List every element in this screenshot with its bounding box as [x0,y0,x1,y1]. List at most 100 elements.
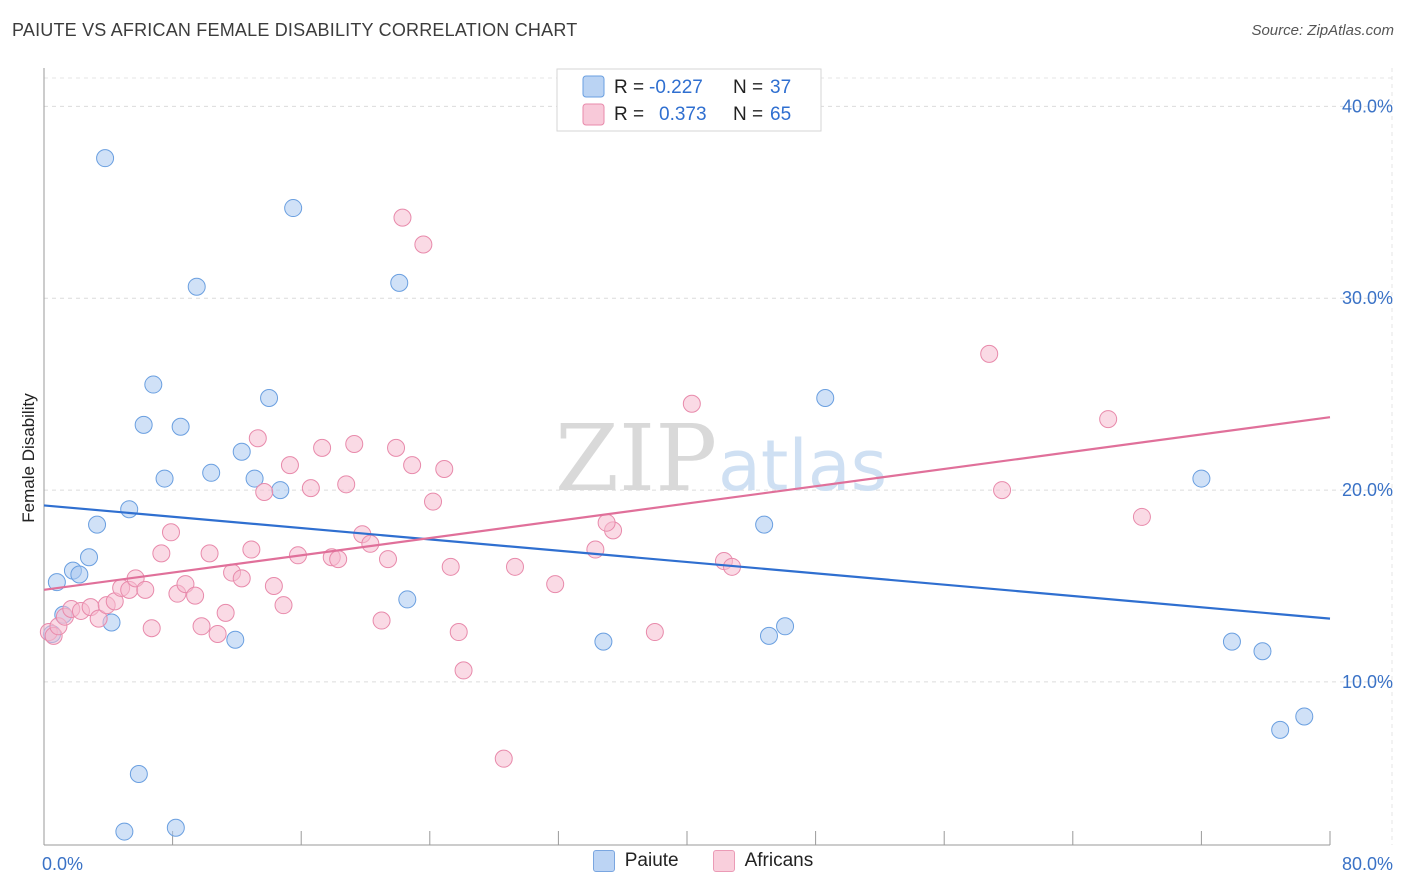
data-point-paiute [232,442,251,461]
data-point-africans [393,208,412,227]
source-credit: Source: ZipAtlas.com [1251,22,1394,39]
data-point-africans [136,580,155,599]
data-point-africans [142,619,161,638]
data-point-africans [441,557,460,576]
data-point-africans [435,459,454,478]
data-point-paiute [245,469,264,488]
data-point-africans [645,623,664,642]
data-point-africans [682,394,701,413]
legend-n-value-paiute: 37 [770,77,791,98]
data-point-paiute [271,481,290,500]
data-point-africans [980,344,999,363]
data-point-africans [329,550,348,569]
axes [43,68,1331,846]
data-point-paiute [96,149,115,168]
data-point-africans [274,596,293,615]
data-point-paiute [390,273,409,292]
watermark-zip: ZIP [555,405,717,512]
legend-swatch-paiute [592,850,615,872]
data-point-paiute [1295,707,1314,726]
data-point-africans [192,617,211,636]
y-axis-label: Female Disability [19,393,38,523]
data-point-africans [248,429,267,448]
data-point-paiute [129,765,148,784]
chart-title: PAIUTE VS AFRICAN FEMALE DISABILITY CORR… [12,20,578,40]
watermark: ZIP atlas [555,405,887,512]
data-point-africans [313,438,332,457]
data-point-paiute [166,818,185,837]
legend-label-paiute: Paiute [624,850,679,871]
data-point-paiute [1271,720,1290,739]
legend-r-label-africans: R = [614,104,644,125]
data-point-paiute [70,565,89,584]
legend-r-value-africans: 0.373 [659,104,707,125]
data-point-africans [1132,507,1151,526]
data-point-paiute [1253,642,1272,661]
x-tick-label: 0.0% [42,854,83,874]
data-point-africans [242,540,261,559]
data-point-africans [216,603,235,622]
data-point-paiute [144,375,163,394]
legend-item-africans[interactable]: Africans [712,850,814,872]
data-point-africans [89,609,108,628]
data-point-africans [232,569,251,588]
data-point-paiute [155,469,174,488]
data-point-africans [597,513,616,532]
data-point-paiute [1222,632,1241,651]
data-point-africans [255,482,274,501]
data-point-paiute [398,590,417,609]
x-tick-label: 80.0% [1342,854,1393,874]
data-point-paiute [120,500,139,519]
legend-swatch-africans [582,103,605,126]
data-point-paiute [134,415,153,434]
data-point-africans [414,235,433,254]
data-point-africans [494,749,513,768]
data-point-paiute [260,388,279,407]
data-point-paiute [759,626,778,645]
data-point-paiute [776,617,795,636]
y-tick-labels: 10.0% 20.0% 30.0% 40.0% [1342,96,1393,692]
data-point-africans [424,492,443,511]
legend-n-label-paiute: N = [733,77,763,98]
data-point-paiute [594,632,613,651]
legend-n-value-africans: 65 [770,104,791,125]
y-tick-label: 30.0% [1342,288,1393,308]
data-point-paiute [88,515,107,534]
data-point-africans [161,523,180,542]
legend-swatch-africans [712,850,735,872]
x-tick-labels: 0.0% 80.0% [42,854,1393,874]
legend-r-value-paiute: -0.227 [649,77,703,98]
legend-label-africans: Africans [744,850,814,871]
data-point-africans [280,456,299,475]
data-point-africans [379,550,398,569]
data-point-africans [449,623,468,642]
data-point-paiute [80,548,99,567]
data-points [39,149,1314,841]
legend-item-paiute[interactable]: Paiute [592,850,679,872]
data-point-africans [403,456,422,475]
data-point-paiute [202,463,221,482]
legend-n-label-africans: N = [733,104,763,125]
data-point-africans [301,479,320,498]
data-point-paiute [1192,469,1211,488]
y-tick-label: 40.0% [1342,96,1393,116]
data-point-paiute [171,417,190,436]
trend-line-paiute [43,504,1331,620]
watermark-atlas: atlas [718,425,887,507]
legend-r-label-paiute: R = [614,77,644,98]
data-point-paiute [226,630,245,649]
data-point-paiute [115,822,134,841]
data-point-africans [372,611,391,630]
data-point-africans [387,438,406,457]
legend-box: R = -0.227 N = 37 R = 0.373 N = 65 [556,68,822,132]
y-tick-label: 10.0% [1342,672,1393,692]
data-point-africans [361,534,380,553]
y-tick-label: 20.0% [1342,480,1393,500]
data-point-africans [208,624,227,643]
data-point-africans [345,435,364,454]
data-point-africans [264,577,283,595]
data-point-paiute [187,277,206,296]
trend-lines [43,416,1331,620]
data-point-paiute [284,199,303,218]
